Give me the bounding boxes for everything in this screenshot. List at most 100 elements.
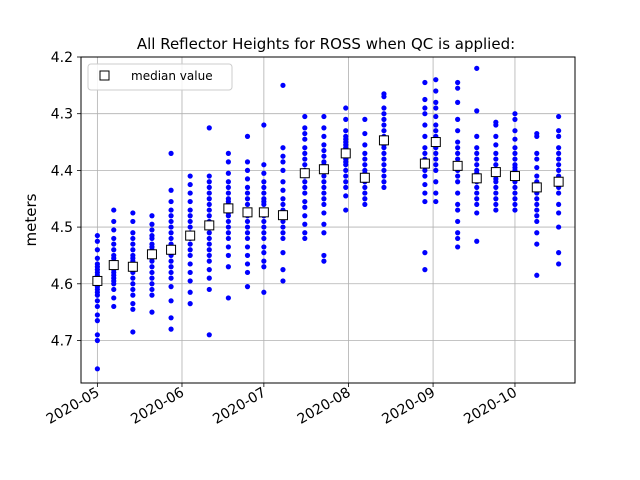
data-point <box>512 196 518 202</box>
data-point <box>94 318 100 324</box>
data-point <box>149 286 155 293</box>
data-point <box>474 133 480 139</box>
data-point <box>343 173 349 179</box>
data-point <box>206 179 212 185</box>
data-point <box>474 190 480 196</box>
data-point <box>302 198 308 205</box>
data-point <box>321 113 327 120</box>
data-point <box>321 190 327 196</box>
data-point <box>130 306 136 312</box>
data-point <box>362 190 368 196</box>
y-tick-label: 4.4 <box>51 163 73 179</box>
data-point <box>261 224 267 230</box>
median-marker <box>108 260 119 271</box>
data-point <box>94 366 100 372</box>
data-point <box>149 235 155 242</box>
data-point <box>244 224 251 230</box>
y-tick-label: 4.5 <box>51 220 73 236</box>
data-point <box>455 99 461 105</box>
median-marker <box>318 164 329 175</box>
data-point <box>556 224 562 230</box>
data-point <box>455 128 461 134</box>
data-point <box>512 136 518 142</box>
data-point <box>111 281 117 287</box>
legend-label-median: median value <box>131 69 213 83</box>
data-point <box>362 130 368 137</box>
data-point <box>474 150 480 156</box>
data-point <box>206 275 212 281</box>
data-point <box>556 150 562 156</box>
data-point <box>280 153 286 159</box>
data-point <box>206 196 212 202</box>
data-point <box>362 184 368 190</box>
data-point <box>206 332 212 338</box>
data-point <box>225 159 231 165</box>
data-point <box>474 210 480 216</box>
data-point <box>225 252 231 259</box>
data-point <box>422 150 428 156</box>
data-point <box>302 156 308 162</box>
data-point <box>225 224 231 230</box>
data-point <box>187 198 193 205</box>
data-point <box>455 156 461 162</box>
chart-title: All Reflector Heights for ROSS when QC i… <box>137 35 515 53</box>
data-point <box>455 145 461 151</box>
data-point <box>556 133 562 139</box>
data-point <box>321 179 327 185</box>
data-point <box>474 108 480 114</box>
median-marker <box>166 244 177 255</box>
data-point <box>302 230 308 236</box>
data-point <box>261 170 267 176</box>
data-point <box>302 235 308 242</box>
data-point <box>493 162 499 168</box>
data-point <box>362 156 368 162</box>
data-point <box>381 116 387 122</box>
data-point <box>512 207 518 213</box>
data-point <box>225 150 231 156</box>
data-point <box>321 184 327 190</box>
data-point <box>343 167 349 173</box>
data-point <box>168 235 174 242</box>
data-point <box>261 235 267 242</box>
data-point <box>280 179 286 185</box>
legend-median-marker <box>99 70 110 81</box>
data-point <box>244 230 251 236</box>
data-point <box>422 105 428 111</box>
data-point <box>474 145 480 151</box>
data-point <box>225 295 231 301</box>
data-point <box>280 159 286 165</box>
data-point <box>130 281 136 287</box>
median-marker <box>185 230 196 241</box>
data-point <box>512 190 518 196</box>
data-point <box>534 133 540 139</box>
data-point <box>244 201 251 208</box>
data-point <box>474 196 480 202</box>
data-point <box>206 213 212 219</box>
data-point <box>149 213 155 219</box>
data-point <box>455 139 461 145</box>
data-point <box>168 315 174 321</box>
plot-frame <box>80 56 576 384</box>
data-point <box>206 184 212 190</box>
data-point <box>280 82 286 88</box>
data-point <box>422 267 428 273</box>
data-point <box>149 258 155 264</box>
data-point <box>343 184 349 190</box>
data-point <box>381 179 387 185</box>
data-point <box>244 269 251 276</box>
data-point <box>381 105 387 111</box>
data-point <box>149 309 155 315</box>
data-point <box>261 190 267 196</box>
data-point <box>302 221 308 227</box>
data-point <box>261 184 267 190</box>
data-point <box>534 196 540 202</box>
data-point <box>474 162 480 168</box>
data-point <box>534 201 540 208</box>
data-point <box>302 162 308 168</box>
data-point <box>512 128 518 134</box>
data-point <box>280 201 286 208</box>
data-point <box>94 292 100 298</box>
data-point <box>343 207 349 213</box>
data-point <box>168 298 174 304</box>
data-point <box>168 275 174 281</box>
